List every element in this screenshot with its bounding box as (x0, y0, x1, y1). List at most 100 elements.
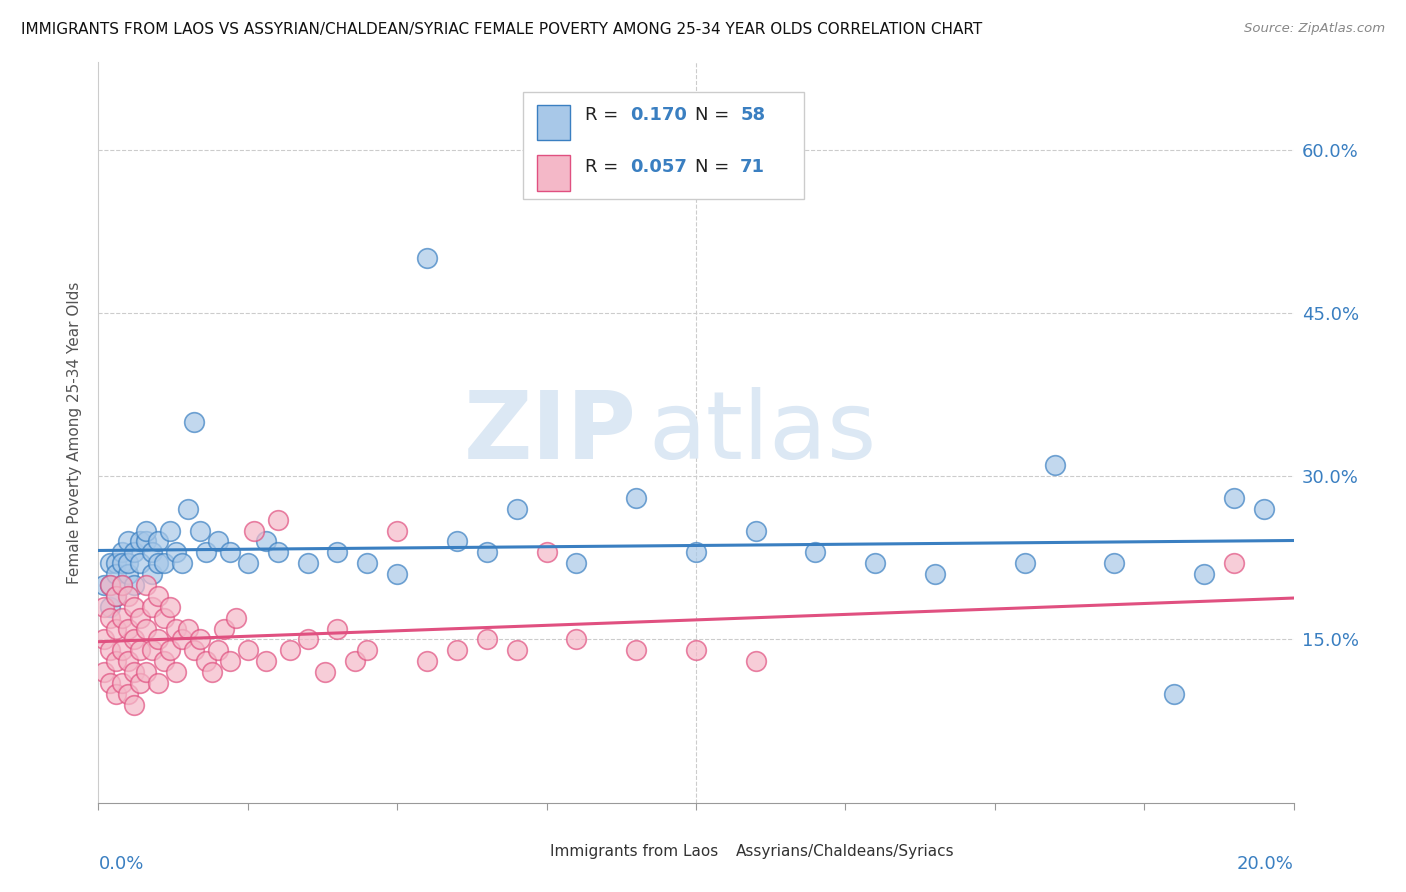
Point (1223, 556, 1246, 570)
Point (626, 491, 648, 505)
Point (565, 556, 588, 570)
Text: 58: 58 (740, 105, 765, 124)
Y-axis label: Female Poverty Among 25-34 Year Olds: Female Poverty Among 25-34 Year Olds (66, 282, 82, 583)
Point (254, 534, 277, 549)
Point (148, 534, 170, 549)
Text: 0.0%: 0.0% (98, 855, 143, 872)
Text: R =: R = (585, 105, 624, 124)
Point (1192, 567, 1215, 582)
Point (129, 534, 152, 549)
Point (117, 687, 139, 701)
Text: R =: R = (585, 158, 624, 177)
Point (141, 545, 163, 559)
Point (188, 524, 211, 538)
Point (98, 643, 122, 657)
Point (195, 545, 218, 559)
Point (141, 599, 163, 614)
Text: N =: N = (695, 158, 735, 177)
Point (506, 643, 529, 657)
Point (254, 654, 277, 668)
Text: Source: ZipAtlas.com: Source: ZipAtlas.com (1244, 22, 1385, 36)
Point (105, 654, 128, 668)
Point (148, 632, 170, 647)
Point (297, 556, 319, 570)
Point (93, 578, 115, 592)
Point (111, 578, 134, 592)
Point (105, 622, 128, 636)
Point (475, 632, 498, 647)
Point (117, 567, 139, 582)
Point (93, 632, 115, 647)
Point (1253, 501, 1275, 516)
Point (344, 654, 367, 668)
Point (124, 545, 146, 559)
Point (165, 545, 187, 559)
Text: Assyrians/Chaldeans/Syriacs: Assyrians/Chaldeans/Syriacs (735, 844, 955, 859)
Text: Immigrants from Laos: Immigrants from Laos (550, 844, 718, 859)
Point (93, 599, 115, 614)
Point (148, 676, 170, 690)
Point (124, 578, 146, 592)
Point (446, 643, 468, 657)
Point (105, 567, 128, 582)
Point (135, 622, 157, 636)
Point (1104, 556, 1126, 570)
Point (326, 622, 349, 636)
Point (111, 545, 134, 559)
Point (111, 676, 134, 690)
Point (195, 654, 218, 668)
Point (745, 654, 768, 668)
Point (117, 589, 139, 603)
Bar (702, 838, 728, 864)
Point (326, 545, 349, 559)
Point (536, 545, 558, 559)
Point (188, 632, 211, 647)
Point (129, 676, 152, 690)
Point (416, 654, 439, 668)
Point (159, 599, 181, 614)
Point (111, 578, 134, 592)
Point (626, 643, 648, 657)
Point (924, 567, 946, 582)
Point (1043, 458, 1066, 473)
Point (267, 513, 290, 527)
Point (685, 545, 707, 559)
Point (416, 252, 439, 266)
Text: IMMIGRANTS FROM LAOS VS ASSYRIAN/CHALDEAN/SYRIAC FEMALE POVERTY AMONG 25-34 YEAR: IMMIGRANTS FROM LAOS VS ASSYRIAN/CHALDEA… (21, 22, 983, 37)
Point (685, 643, 707, 657)
Point (105, 589, 128, 603)
Point (1163, 687, 1185, 701)
Point (172, 632, 194, 647)
Point (212, 622, 235, 636)
Point (135, 524, 157, 538)
Point (124, 698, 146, 712)
Text: 0.170: 0.170 (630, 105, 688, 124)
Point (165, 622, 187, 636)
Point (356, 556, 378, 570)
Text: atlas: atlas (648, 386, 876, 479)
Point (124, 665, 146, 680)
Point (745, 524, 768, 538)
Point (236, 556, 259, 570)
Point (278, 643, 301, 657)
Point (124, 599, 146, 614)
Point (111, 611, 134, 625)
Text: N =: N = (695, 105, 735, 124)
Point (117, 556, 139, 570)
Point (297, 632, 319, 647)
Point (183, 415, 205, 429)
Point (124, 632, 146, 647)
Point (148, 556, 170, 570)
Point (105, 556, 128, 570)
Point (135, 578, 157, 592)
Point (105, 687, 128, 701)
Point (243, 524, 266, 538)
Point (129, 643, 152, 657)
Point (356, 643, 378, 657)
Point (105, 589, 128, 603)
Point (506, 501, 529, 516)
Point (475, 545, 498, 559)
Bar (517, 838, 543, 864)
Point (98, 676, 122, 690)
Point (98, 578, 122, 592)
